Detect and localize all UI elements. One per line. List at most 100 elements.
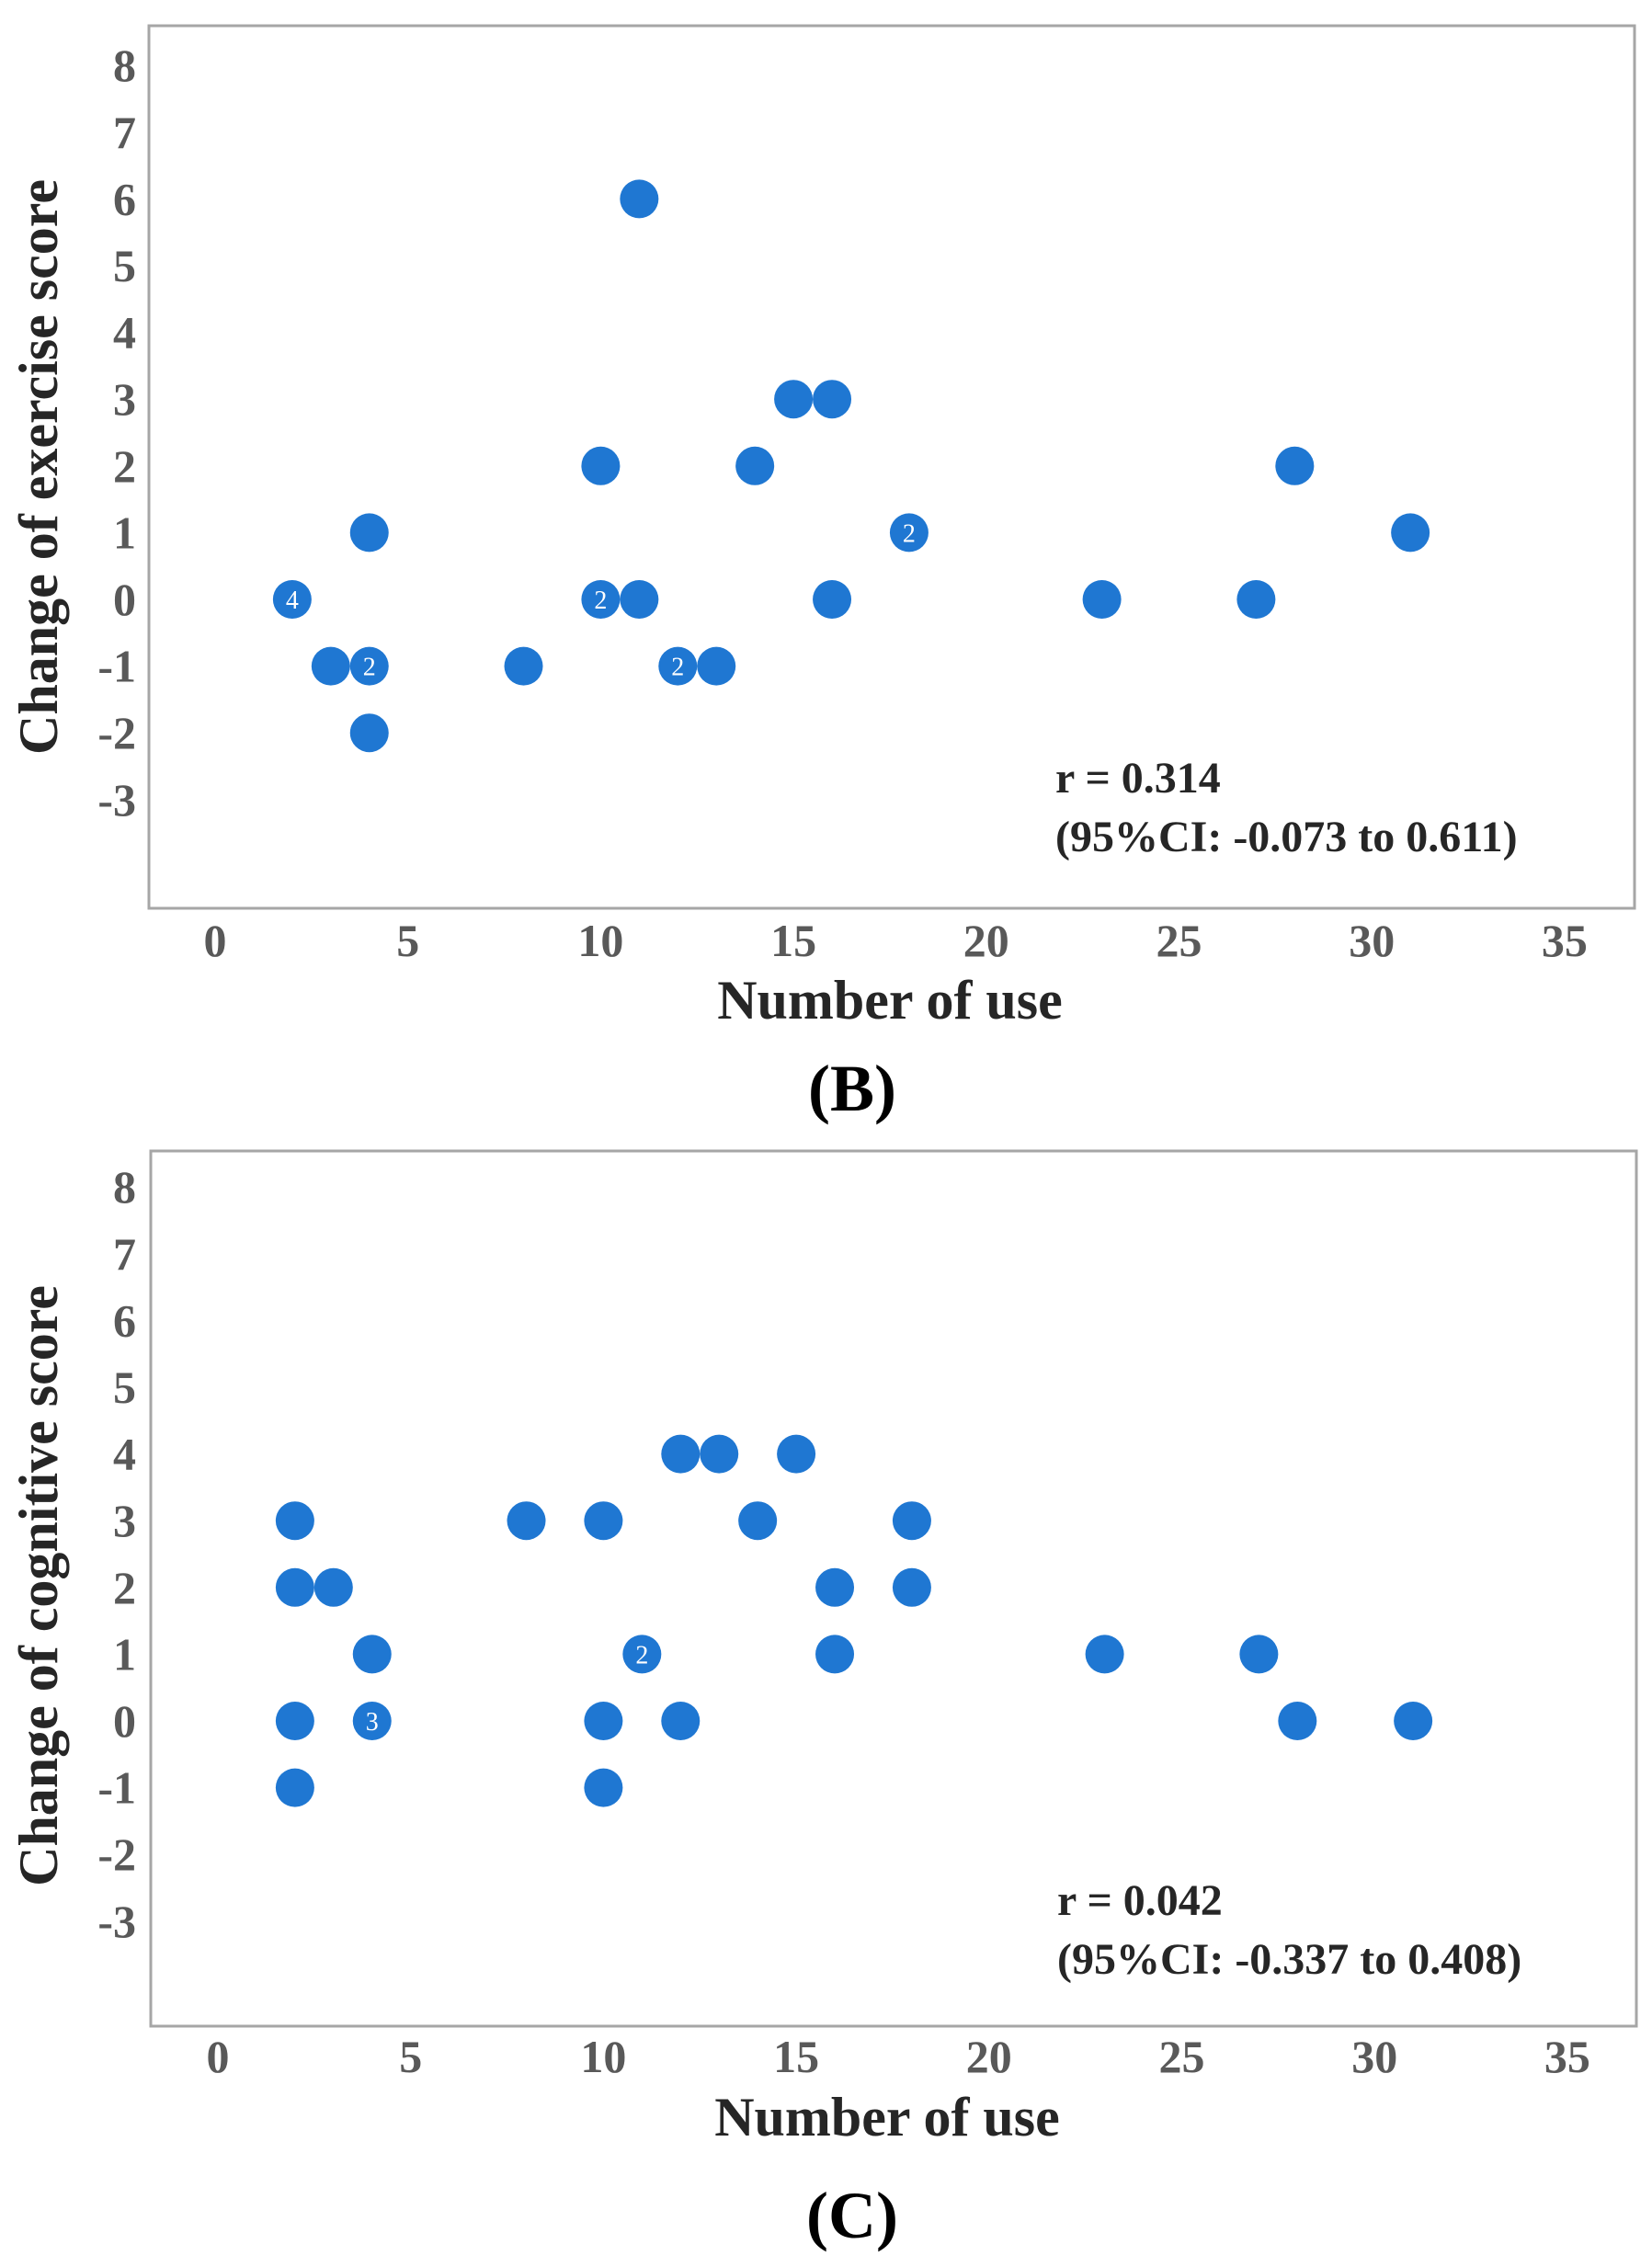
data-point xyxy=(272,580,312,619)
y-tick-label: 2 xyxy=(113,440,136,492)
y-tick-label: 3 xyxy=(113,1495,136,1546)
y-tick-label: 1 xyxy=(113,507,136,558)
data-point xyxy=(1239,1635,1279,1674)
x-tick-label: 20 xyxy=(966,2031,1012,2082)
data-point xyxy=(275,1768,314,1807)
data-point xyxy=(352,1635,392,1674)
y-axis-title: Change of cognitive score xyxy=(8,1285,69,1886)
data-point xyxy=(658,646,698,686)
data-point-count-label: 2 xyxy=(635,1641,648,1669)
y-tick-label: -1 xyxy=(97,1762,136,1814)
confidence-interval-annotation: (95%CI: -0.073 to 0.611) xyxy=(1055,813,1518,861)
y-axis-title: Change of exercise score xyxy=(8,179,69,755)
confidence-interval-annotation: (95%CI: -0.337 to 0.408) xyxy=(1057,1935,1521,1984)
y-tick-label: -3 xyxy=(97,774,136,826)
data-point xyxy=(661,1434,701,1474)
panel-label: (B) xyxy=(808,1052,896,1125)
y-tick-label: 7 xyxy=(113,107,136,158)
data-point xyxy=(661,1702,701,1740)
y-tick-label: 6 xyxy=(113,173,136,224)
data-point xyxy=(622,1635,662,1674)
data-point-count-label: 2 xyxy=(903,519,916,548)
x-axis-title: Number of use xyxy=(717,970,1063,1031)
x-tick-label: 15 xyxy=(770,915,816,966)
data-point-count-label: 2 xyxy=(363,654,376,682)
data-point xyxy=(774,380,814,419)
data-point xyxy=(584,1702,623,1740)
data-point xyxy=(352,1702,392,1740)
y-tick-label: 8 xyxy=(113,40,136,91)
x-tick-label: 0 xyxy=(207,2031,230,2082)
data-point-count-label: 4 xyxy=(286,587,299,615)
correlation-annotation: r = 0.042 xyxy=(1057,1876,1223,1925)
data-point xyxy=(581,446,621,485)
panel-label: (C) xyxy=(806,2179,898,2252)
x-axis-title: Number of use xyxy=(714,2087,1060,2147)
y-tick-label: 5 xyxy=(113,1361,136,1413)
x-tick-label: 10 xyxy=(577,915,623,966)
data-point xyxy=(349,646,389,686)
x-tick-label: 30 xyxy=(1351,2031,1397,2082)
y-tick-label: 6 xyxy=(113,1294,136,1346)
data-point-count-label: 2 xyxy=(594,587,607,615)
data-point xyxy=(507,1501,546,1541)
x-tick-label: 5 xyxy=(399,2031,422,2082)
data-point xyxy=(275,1567,314,1607)
y-tick-label: 4 xyxy=(113,307,136,359)
data-point xyxy=(275,1501,314,1541)
y-tick-label: 7 xyxy=(113,1228,136,1280)
y-tick-label: 2 xyxy=(113,1562,136,1613)
x-tick-label: 5 xyxy=(396,915,419,966)
data-point xyxy=(813,580,852,619)
x-tick-label: 35 xyxy=(1542,915,1588,966)
plot-frame xyxy=(149,1149,1638,2028)
y-tick-label: 8 xyxy=(113,1161,136,1213)
y-tick-label: 0 xyxy=(113,574,136,625)
data-point xyxy=(1278,1702,1317,1740)
data-point xyxy=(700,1434,739,1474)
data-point xyxy=(584,1768,623,1807)
x-tick-label: 25 xyxy=(1159,2031,1205,2082)
x-tick-label: 35 xyxy=(1544,2031,1590,2082)
plot-frame xyxy=(147,24,1636,910)
data-point xyxy=(815,1635,855,1674)
y-tick-label: 4 xyxy=(113,1429,136,1480)
data-point xyxy=(735,446,775,485)
x-tick-label: 25 xyxy=(1156,915,1202,966)
data-point xyxy=(697,646,736,686)
data-point xyxy=(777,1434,816,1474)
x-tick-label: 30 xyxy=(1349,915,1395,966)
y-tick-label: 1 xyxy=(113,1628,136,1680)
data-point xyxy=(1275,446,1315,485)
data-point xyxy=(892,1501,931,1541)
data-point xyxy=(889,513,929,553)
correlation-annotation: r = 0.314 xyxy=(1055,754,1221,803)
data-point xyxy=(620,580,659,619)
data-point xyxy=(349,713,389,753)
data-point xyxy=(813,380,852,419)
data-point-count-label: 3 xyxy=(366,1708,379,1737)
y-tick-label: -1 xyxy=(97,641,136,692)
data-point xyxy=(504,646,543,686)
data-point xyxy=(349,513,389,553)
y-tick-label: -2 xyxy=(97,1828,136,1880)
data-point xyxy=(1236,580,1276,619)
data-point xyxy=(892,1567,931,1607)
data-point xyxy=(275,1702,314,1740)
data-point xyxy=(815,1567,855,1607)
data-point xyxy=(738,1501,778,1541)
data-point xyxy=(311,646,350,686)
data-point xyxy=(1082,580,1122,619)
y-tick-label: 3 xyxy=(113,373,136,425)
y-tick-label: 0 xyxy=(113,1695,136,1747)
data-point-count-label: 2 xyxy=(671,654,684,682)
y-tick-label: 5 xyxy=(113,240,136,291)
data-point xyxy=(1391,513,1430,553)
x-tick-label: 0 xyxy=(204,915,227,966)
data-point xyxy=(313,1567,353,1607)
x-tick-label: 20 xyxy=(963,915,1009,966)
data-point xyxy=(620,179,659,219)
y-tick-label: -2 xyxy=(97,707,136,758)
